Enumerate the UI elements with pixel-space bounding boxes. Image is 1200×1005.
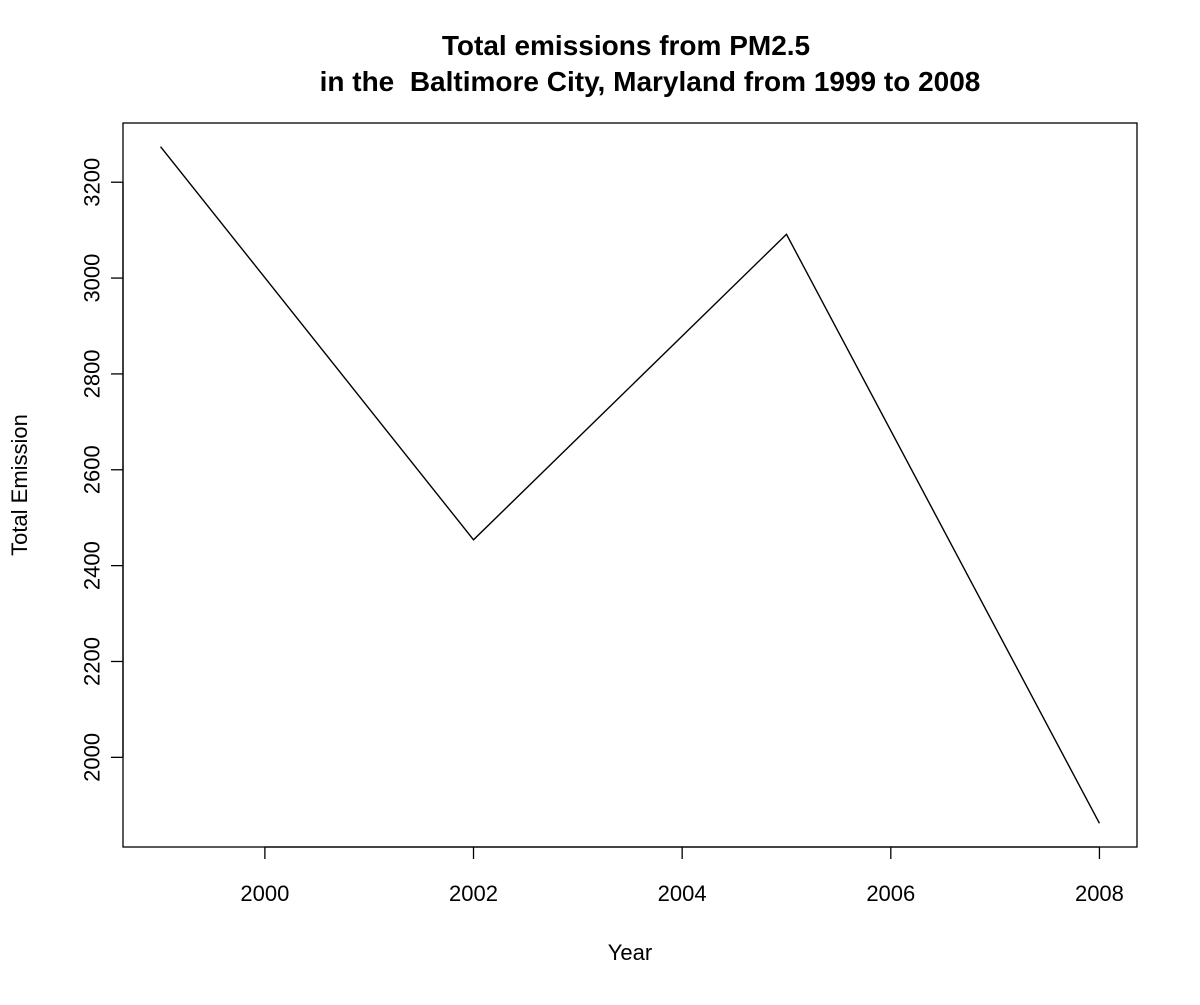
series-layer [160, 146, 1101, 824]
x-tick-label: 2006 [866, 881, 915, 906]
x-tick-label: 2002 [449, 881, 498, 906]
y-tick-label: 3200 [80, 158, 105, 207]
x-axis-title: Year [608, 940, 652, 965]
series-line [160, 146, 1101, 824]
y-tick-label: 2800 [80, 349, 105, 398]
x-tick-label: 2008 [1075, 881, 1124, 906]
y-axis: 2000 2200 2400 2600 2800 3000 3200 [80, 158, 124, 782]
x-tick-label: 2000 [240, 881, 289, 906]
chart-subtitle: in the Baltimore City, Maryland from 199… [320, 66, 981, 97]
x-axis: 2000 2002 2004 2006 2008 [240, 846, 1124, 906]
y-tick-label: 2000 [80, 733, 105, 782]
y-tick-label: 2400 [80, 541, 105, 590]
plot-box [122, 122, 1138, 848]
y-axis-title: Total Emission [7, 414, 32, 556]
chart-title: Total emissions from PM2.5 [442, 30, 810, 61]
x-tick-label: 2004 [658, 881, 707, 906]
y-tick-label: 2200 [80, 637, 105, 686]
y-tick-label: 3000 [80, 254, 105, 303]
y-tick-label: 2600 [80, 445, 105, 494]
